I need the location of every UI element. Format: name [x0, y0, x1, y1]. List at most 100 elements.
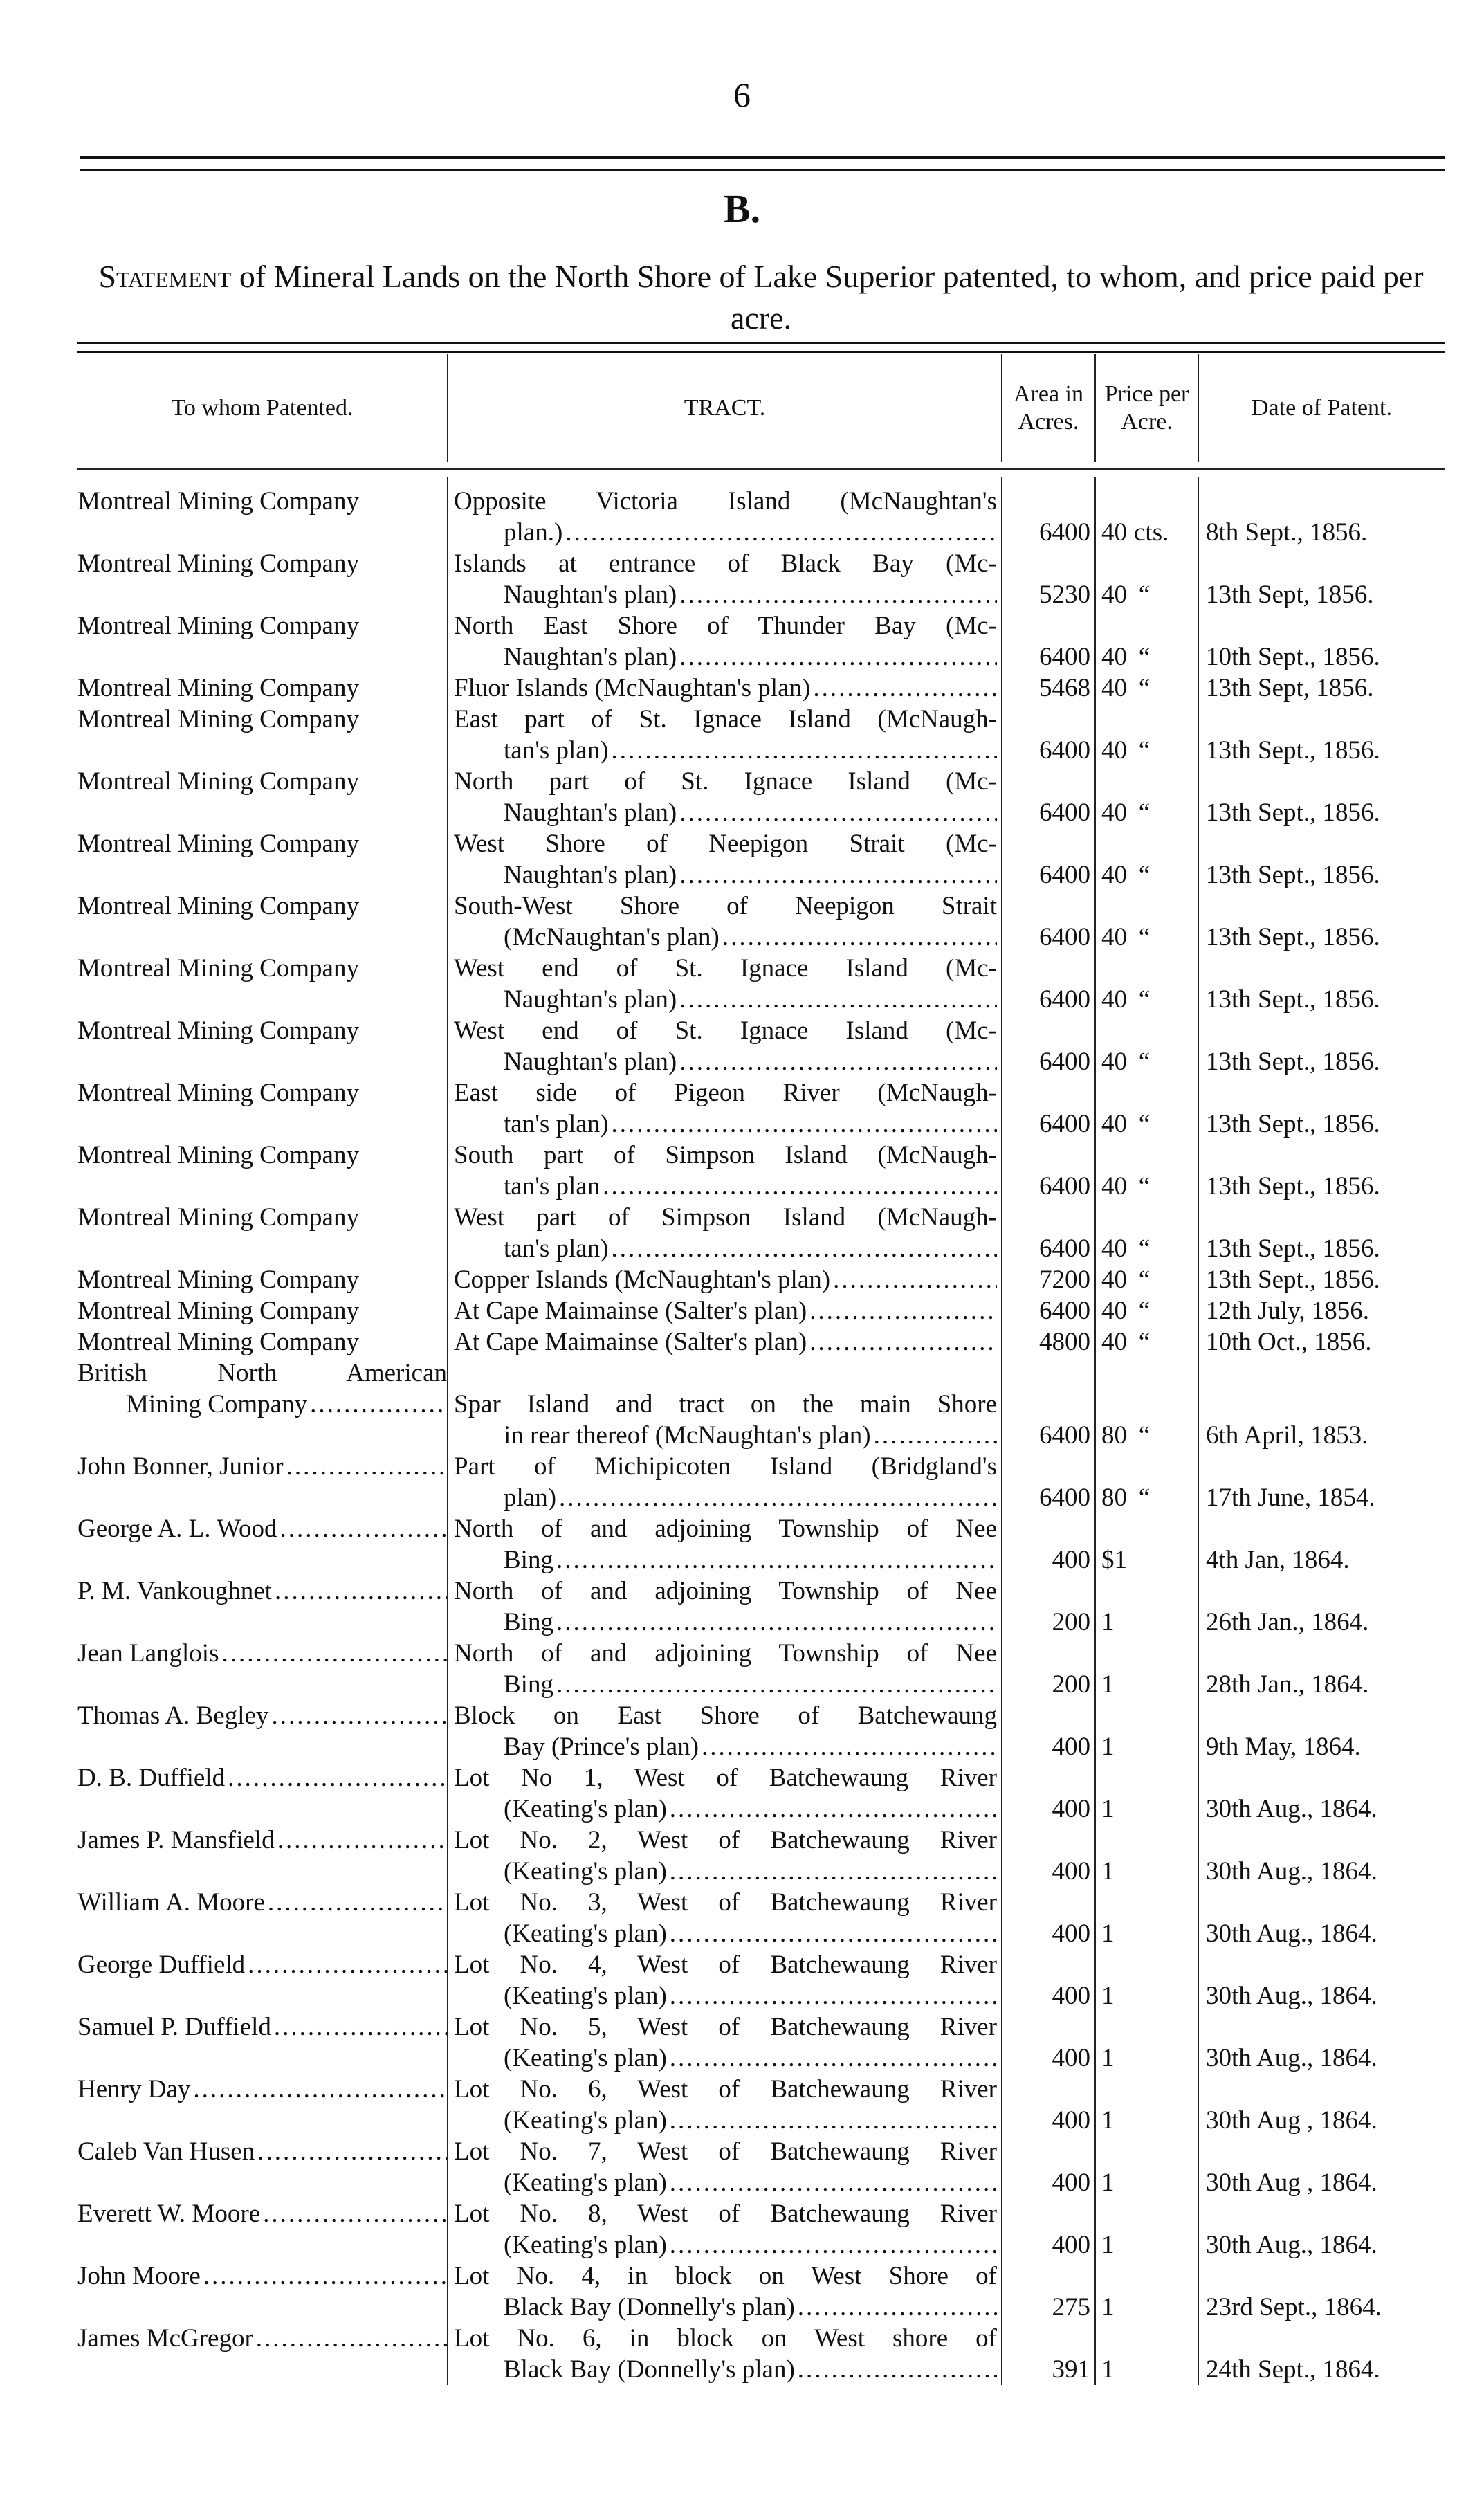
price-unit: “ — [1138, 674, 1151, 702]
tract-text: Naughtan's plan) — [504, 985, 677, 1014]
price-unit: “ — [1138, 1110, 1151, 1138]
tract-cell: Part of Michipicoten Island (Bridgland's… — [447, 1451, 1001, 1513]
price-amount: 40 — [1101, 1328, 1127, 1356]
patentee-cell: William A. Moore — [77, 1887, 447, 1949]
tract-cell: North part of St. Ignace Island (Mc- Naug… — [447, 766, 1001, 828]
patentee-line: William A. Moore — [77, 1887, 447, 1918]
tract-line: West end of St. Ignace Island (Mc- — [448, 953, 1001, 984]
price-amount: 40 — [1101, 1234, 1127, 1263]
tract-text: Bing — [504, 1546, 553, 1574]
dot-leader — [612, 1108, 997, 1140]
area-value: 6400 — [1039, 1421, 1090, 1450]
patentee-name: P. M. Vankoughnet — [77, 1577, 272, 1605]
area-cell: 400 — [1001, 1700, 1094, 1762]
patent-date: 10th Sept., 1856. — [1206, 643, 1380, 671]
table-row: D. B. Duffield Lot No 1, West of Batchewa… — [77, 1762, 1445, 1825]
tract-cell: Lot No. 5, West of Batchewaung River (Kea… — [447, 2011, 1001, 2074]
patentee-line: D. B. Duffield — [77, 1762, 447, 1793]
patentee-name: Jean Langlois — [77, 1639, 219, 1668]
price-value: 40 “ — [1096, 1264, 1198, 1295]
patent-date: 26th Jan., 1864. — [1206, 1608, 1369, 1636]
tract-line: tan's plan) — [448, 1233, 1001, 1264]
patentee-line: James P. Mansfield — [77, 1825, 447, 1856]
tract-text: (Keating's plan) — [504, 2231, 667, 2259]
tract-text: North of and adjoining Township of Nee — [454, 1639, 997, 1668]
tract-line: Black Bay (Donnelly's plan) — [448, 2354, 1001, 2385]
dot-leader — [248, 1949, 447, 1980]
tract-line: East side of Pigeon River (McNaugh- — [448, 1077, 1001, 1108]
patentee-cell: P. M. Vankoughnet — [77, 1576, 447, 1638]
price-value: 1 — [1096, 2043, 1198, 2074]
patentee-line: Montreal Mining Company — [77, 673, 447, 704]
patentee-name: Mining Company — [126, 1390, 308, 1418]
date-cell: 13th Sept, 1856. — [1198, 548, 1445, 610]
tract-text: At Cape Maimainse (Salter's plan) — [454, 1297, 807, 1325]
patent-date: 30th Aug., 1864. — [1206, 1982, 1377, 2010]
price-amount: 40 — [1101, 518, 1127, 547]
tract-text: Lot No. 7, West of Batchewaung River — [454, 2137, 997, 2166]
price-amount: 40 — [1101, 643, 1127, 671]
tract-cell: West end of St. Ignace Island (Mc- Naught… — [447, 1015, 1001, 1077]
price-cell: 40 “ — [1094, 610, 1198, 673]
tract-line: (Keating's plan) — [448, 2043, 1001, 2074]
statement-title: Statement of Mineral Lands on the North … — [77, 256, 1445, 339]
area-value: 6400 — [1039, 1483, 1090, 1512]
tract-text: West Shore of Neepigon Strait (Mc- — [454, 830, 997, 858]
patentee-line: Montreal Mining Company — [77, 1140, 447, 1171]
patentee-name: Everett W. Moore — [77, 2200, 261, 2228]
area-value: 6400 — [1039, 1172, 1090, 1200]
tract-text: Naughtan's plan) — [504, 798, 677, 827]
price-amount: 40 — [1101, 985, 1127, 1014]
tract-text: (Keating's plan) — [504, 2106, 667, 2135]
tract-text: Bing — [504, 1608, 553, 1636]
price-cell: 80 “ — [1094, 1451, 1198, 1513]
patentee-cell: George A. L. Wood — [77, 1513, 447, 1576]
tract-text: (Keating's plan) — [504, 1795, 667, 1823]
area-value: 6400 — [1039, 1110, 1090, 1138]
table-header: To whom Patented. TRACT. Area in Acres. … — [77, 354, 1445, 462]
area-cell: 391 — [1001, 2323, 1094, 2385]
dot-leader — [556, 1669, 997, 1700]
patent-date: 13th Sept, 1856. — [1206, 674, 1374, 702]
patent-date: 12th July, 1856. — [1206, 1297, 1370, 1325]
tract-line: Lot No. 6, in block on West shore of — [448, 2323, 1001, 2354]
patentee-line: Montreal Mining Company — [77, 1077, 447, 1108]
dot-leader — [679, 859, 997, 891]
date-cell: 8th Sept., 1856. — [1198, 486, 1445, 548]
area-value: 400 — [1052, 1857, 1091, 1886]
price-amount: 40 — [1101, 923, 1127, 951]
patentee-line: George Duffield — [77, 1949, 447, 1980]
tract-line: Lot No. 3, West of Batchewaung River — [448, 1887, 1001, 1918]
table-row: Thomas A. Begley Block on East Shore of B… — [77, 1700, 1445, 1762]
price-cell: 1 — [1094, 1949, 1198, 2011]
price-value: 40 “ — [1096, 1233, 1198, 1264]
dot-leader — [263, 2198, 447, 2229]
table-row: Montreal Mining Company At Cape Maimainse… — [77, 1295, 1445, 1326]
area-cell: 400 — [1001, 2198, 1094, 2261]
table-row: Henry Day Lot No. 6, West of Batchewaung … — [77, 2074, 1445, 2136]
patent-date: 23rd Sept., 1864. — [1206, 2293, 1382, 2321]
patentee-line: P. M. Vankoughnet — [77, 1576, 447, 1607]
price-value: 1 — [1096, 1607, 1198, 1638]
patent-table: Montreal Mining Company Opposite Victoria… — [77, 477, 1445, 2385]
patentee-cell: Montreal Mining Company — [77, 486, 447, 548]
area-value: 200 — [1052, 1608, 1091, 1636]
date-cell: 13th Sept., 1856. — [1198, 1077, 1445, 1140]
dot-leader — [702, 1731, 997, 1762]
patentee-name: Thomas A. Begley — [77, 1701, 269, 1730]
header-price: Price per Acre. — [1094, 354, 1198, 462]
patent-date: 6th April, 1853. — [1206, 1421, 1368, 1450]
date-cell: 13th Sept., 1856. — [1198, 1140, 1445, 1202]
area-cell: 6400 — [1001, 1451, 1094, 1513]
tract-line: Bing — [448, 1544, 1001, 1576]
patentee-cell: John Bonner, Junior — [77, 1451, 447, 1513]
dot-leader — [813, 673, 997, 704]
price-amount: 40 — [1101, 736, 1127, 765]
price-value: 80 “ — [1096, 1482, 1198, 1513]
tract-text: Opposite Victoria Island (McNaughtan's — [454, 487, 997, 515]
tract-line: tan's plan) — [448, 735, 1001, 766]
patent-date: 30th Aug., 1864. — [1206, 2044, 1377, 2072]
tract-line: Lot No. 5, West of Batchewaung River — [448, 2011, 1001, 2043]
patentee-cell: John Moore — [77, 2261, 447, 2323]
header-rule — [77, 468, 1445, 470]
